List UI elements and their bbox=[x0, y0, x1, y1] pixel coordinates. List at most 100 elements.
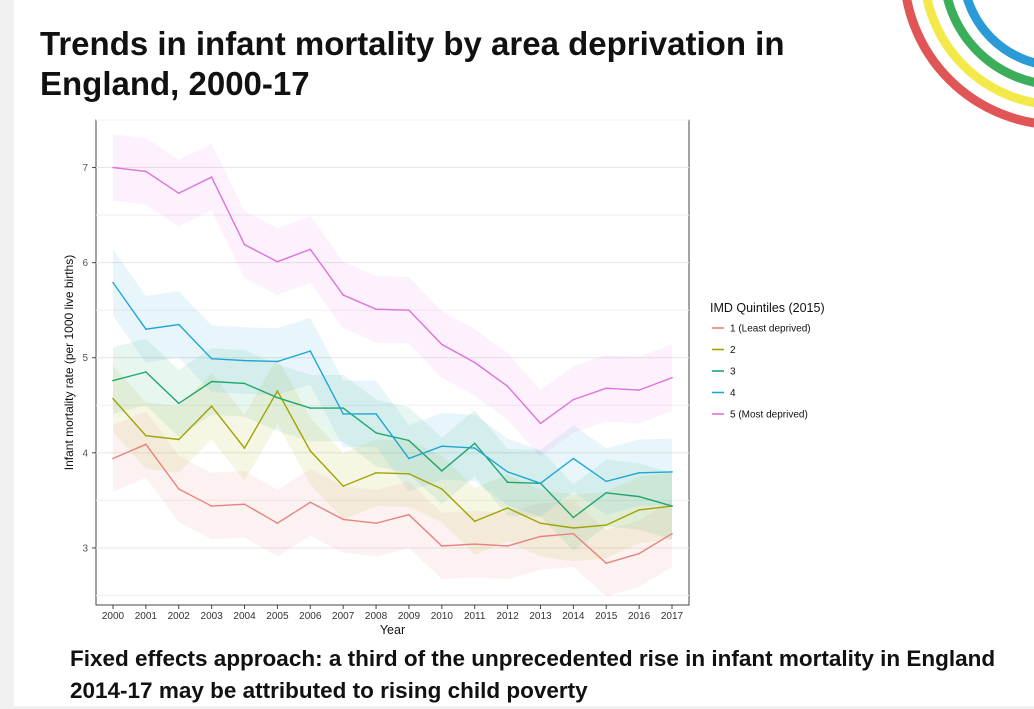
data-point-series-3 bbox=[638, 495, 640, 498]
data-point-series-2 bbox=[539, 522, 542, 525]
data-point-series-4 bbox=[473, 447, 476, 449]
series-line-2 bbox=[112, 389, 673, 529]
data-point-series-2 bbox=[572, 527, 575, 529]
data-point-series-3 bbox=[671, 505, 673, 507]
data-point-series-5 bbox=[309, 248, 312, 251]
x-tick-label: 2011 bbox=[464, 611, 486, 622]
data-point-series-4 bbox=[309, 350, 312, 352]
data-point-series-3 bbox=[145, 371, 147, 373]
data-point-series-2 bbox=[210, 405, 213, 408]
data-point-series-4 bbox=[112, 281, 114, 284]
data-point-series-3 bbox=[177, 402, 180, 405]
x-tick-label: 2007 bbox=[332, 611, 355, 622]
data-point-series-4 bbox=[408, 457, 410, 460]
data-point-series-2 bbox=[473, 520, 476, 523]
data-point-series-2 bbox=[112, 397, 114, 400]
confidence-band-series-4 bbox=[113, 249, 672, 517]
chart-legend: IMD Quintiles (2015) 1 (Least deprived) 2 3… bbox=[710, 301, 825, 421]
data-point-series-3 bbox=[473, 442, 476, 445]
legend-label-series-1: 1 (Least deprived) bbox=[730, 324, 811, 335]
data-point-series-5 bbox=[408, 309, 410, 311]
mortality-line-chart: 3 4 5 6 7 2000 2001 2002 2003 2004 2005 2006 2007 200… bbox=[62, 119, 825, 637]
series-line-1 bbox=[112, 443, 673, 564]
x-tick-label: 2004 bbox=[233, 611, 256, 622]
data-point-series-2 bbox=[342, 485, 344, 487]
x-axis-title: Year bbox=[380, 623, 405, 637]
y-tick-label: 6 bbox=[82, 258, 88, 269]
data-point-series-3 bbox=[276, 396, 279, 399]
x-tick-label: 2005 bbox=[266, 611, 289, 622]
data-point-series-3 bbox=[605, 491, 608, 494]
data-point-series-5 bbox=[112, 166, 114, 169]
slide: Trends in infant mortality by area depri… bbox=[14, 0, 1034, 706]
data-point-series-3 bbox=[112, 379, 114, 382]
y-tick-label: 7 bbox=[82, 163, 88, 174]
slide-footer-text: Fixed effects approach: a third of the u… bbox=[70, 646, 996, 703]
data-point-series-5 bbox=[671, 376, 673, 379]
data-point-series-4 bbox=[243, 359, 246, 362]
x-tick-label: 2006 bbox=[299, 611, 322, 622]
data-point-series-5 bbox=[441, 343, 443, 346]
data-point-series-5 bbox=[539, 422, 542, 425]
confidence-band-series-3 bbox=[113, 338, 672, 551]
x-tick-label: 2013 bbox=[529, 611, 552, 622]
data-point-series-1 bbox=[375, 522, 377, 525]
data-point-series-4 bbox=[506, 471, 509, 473]
plot-panel bbox=[95, 119, 690, 606]
data-point-series-5 bbox=[243, 243, 246, 246]
data-point-series-5 bbox=[375, 308, 377, 311]
data-point-series-1 bbox=[473, 543, 476, 545]
data-point-series-5 bbox=[605, 387, 608, 389]
x-tick-label: 2009 bbox=[398, 611, 421, 622]
data-point-series-4 bbox=[539, 482, 542, 485]
data-point-series-5 bbox=[638, 389, 640, 391]
data-point-series-2 bbox=[145, 434, 147, 437]
legend-title: IMD Quintiles (2015) bbox=[710, 301, 825, 315]
data-point-series-5 bbox=[145, 170, 147, 173]
data-point-series-2 bbox=[441, 488, 443, 490]
data-point-series-3 bbox=[342, 407, 344, 409]
data-point-series-5 bbox=[506, 385, 509, 388]
legend-label-series-4: 4 bbox=[730, 388, 736, 399]
data-point-series-1 bbox=[112, 457, 114, 460]
data-point-series-4 bbox=[441, 445, 443, 447]
series-line-4 bbox=[112, 282, 673, 485]
y-tick-label: 3 bbox=[82, 543, 88, 554]
data-point-series-1 bbox=[276, 522, 279, 525]
data-point-series-2 bbox=[605, 524, 608, 526]
data-point-series-4 bbox=[177, 323, 180, 326]
x-tick-label: 2001 bbox=[135, 611, 158, 622]
data-point-series-3 bbox=[375, 432, 377, 434]
data-point-series-5 bbox=[276, 260, 279, 263]
data-point-series-1 bbox=[539, 535, 542, 538]
data-point-series-4 bbox=[145, 328, 147, 331]
y-axis-title: Infant mortality rate (per 1000 live bir… bbox=[62, 255, 76, 470]
data-point-series-4 bbox=[572, 457, 575, 460]
data-point-series-3 bbox=[506, 481, 509, 484]
confidence-band-series-5 bbox=[113, 134, 672, 457]
data-point-series-1 bbox=[177, 488, 180, 490]
x-tick-label: 2012 bbox=[496, 611, 519, 622]
legend-label-series-3: 3 bbox=[730, 367, 736, 378]
data-point-series-3 bbox=[441, 470, 443, 472]
data-point-series-1 bbox=[210, 505, 213, 507]
data-point-series-2 bbox=[375, 472, 377, 474]
series-line-5 bbox=[112, 166, 673, 425]
x-tick-label: 2000 bbox=[102, 611, 125, 622]
data-point-series-5 bbox=[572, 398, 575, 401]
data-point-series-2 bbox=[309, 450, 312, 452]
data-point-series-4 bbox=[375, 413, 377, 415]
data-point-series-1 bbox=[342, 518, 344, 521]
data-point-series-1 bbox=[243, 503, 246, 505]
data-point-series-4 bbox=[210, 357, 213, 360]
data-point-series-3 bbox=[408, 439, 410, 442]
legend-label-series-5: 5 (Most deprived) bbox=[730, 410, 808, 421]
data-point-series-2 bbox=[177, 438, 180, 441]
data-point-series-2 bbox=[506, 507, 509, 509]
data-point-series-5 bbox=[342, 294, 344, 296]
data-point-series-1 bbox=[506, 545, 509, 547]
x-tick-label: 2015 bbox=[595, 611, 618, 622]
x-tick-label: 2008 bbox=[365, 611, 388, 622]
x-tick-label: 2016 bbox=[628, 611, 651, 622]
data-point-series-4 bbox=[638, 472, 640, 474]
